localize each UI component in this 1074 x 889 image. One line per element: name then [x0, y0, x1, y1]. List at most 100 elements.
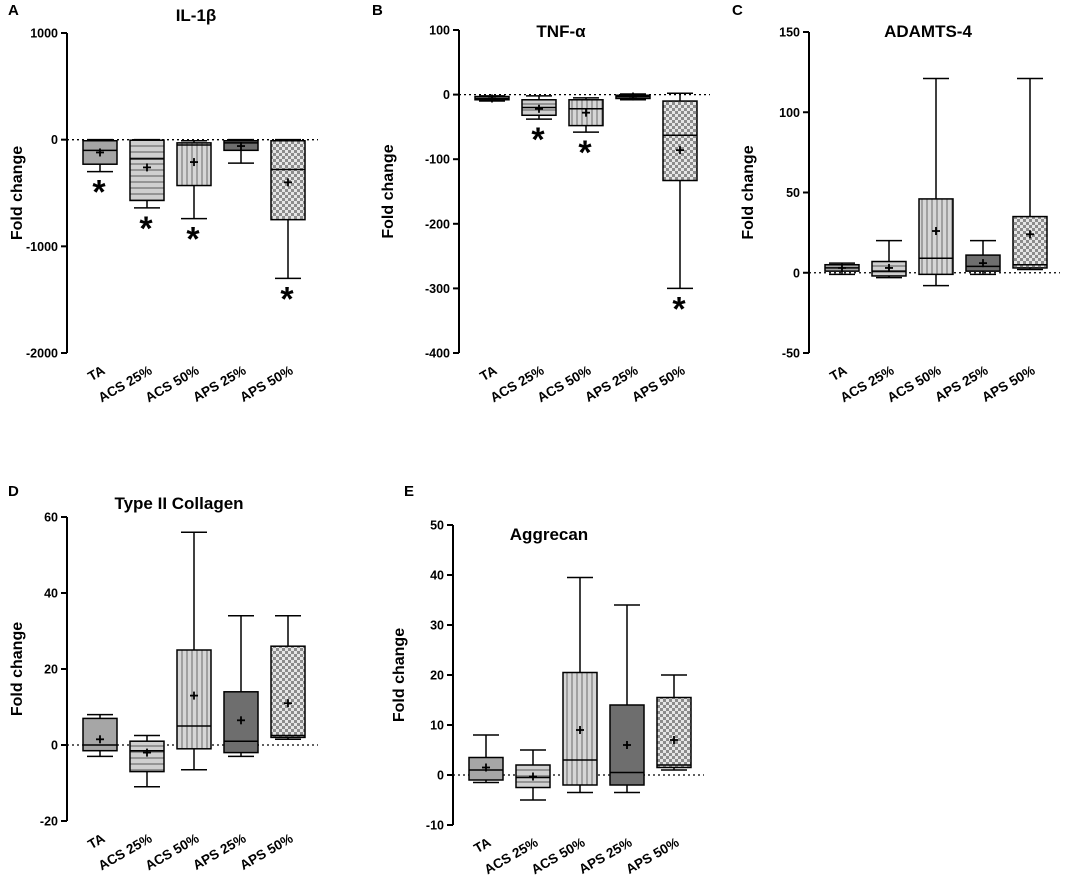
y-tick-label: 10: [430, 719, 444, 733]
mean-marker: [96, 735, 104, 744]
x-tick-label: TA: [85, 830, 107, 852]
mean-marker: [237, 142, 245, 151]
box-body: [918, 198, 954, 276]
y-tick-label: -10: [426, 819, 444, 833]
x-tick-label: TA: [477, 362, 499, 384]
y-tick-label: 0: [443, 88, 450, 102]
mean-marker: [237, 716, 245, 725]
mean-marker: [535, 104, 543, 113]
box-acs-25-: [871, 239, 907, 279]
x-tick-label: APS 25%: [576, 835, 634, 877]
significance-asterisk: *: [531, 121, 545, 159]
y-tick-label: 50: [430, 519, 444, 533]
x-tick-label: ACS 50%: [143, 363, 202, 406]
mean-marker: [190, 691, 198, 700]
mean-marker: [143, 748, 151, 757]
box-ta: [474, 94, 510, 103]
x-tick-label: APS 50%: [629, 363, 687, 405]
panel-d: D Type II Collagen Fold change 60 40 20 0 -20 TA…: [8, 483, 318, 873]
mean-marker: [582, 108, 590, 117]
mean-marker: [885, 263, 893, 272]
y-tick-label: 100: [429, 24, 450, 38]
y-tick-label: -300: [425, 282, 450, 296]
x-tick-label: APS 25%: [190, 831, 248, 873]
panel-a: A IL-1β Fold change 1000 0 -1000 -2000 * TA * ACS …: [8, 2, 318, 405]
chart-title: TNF-α: [536, 22, 586, 41]
significance-asterisk: *: [139, 210, 153, 248]
mean-marker: [284, 699, 292, 708]
y-axis-label: Fold change: [9, 622, 26, 716]
panel-letter: E: [404, 483, 414, 500]
y-tick-label: -2000: [26, 347, 58, 361]
y-axis-label: Fold change: [9, 146, 26, 240]
significance-asterisk: *: [92, 174, 106, 212]
mean-marker: [488, 94, 496, 103]
y-axis-label: Fold change: [740, 145, 757, 239]
box-aps-50-: [270, 615, 306, 741]
mean-marker: [1026, 230, 1034, 239]
box-aps-25-: [609, 604, 645, 794]
box-acs-50-: *: [176, 139, 212, 259]
x-tick-label: APS 50%: [979, 363, 1037, 405]
box-ta: [824, 262, 860, 276]
x-tick-label: ACS 50%: [529, 835, 588, 878]
y-tick-label: 40: [44, 587, 58, 601]
mean-marker: [529, 772, 537, 781]
y-tick-label: 0: [51, 739, 58, 753]
mean-marker: [576, 726, 584, 734]
y-tick-label: 0: [51, 133, 58, 147]
mean-marker: [979, 259, 987, 268]
box-acs-50-: [176, 531, 212, 771]
x-tick-label: ACS 50%: [143, 831, 202, 874]
y-tick-label: -1000: [26, 240, 58, 254]
box-acs-25-: [129, 734, 165, 788]
y-tick-label: 100: [779, 106, 800, 120]
y-tick-label: -50: [782, 347, 800, 361]
box-ta: *: [82, 138, 118, 212]
mean-marker: [838, 263, 846, 272]
box-aps-25-: [223, 615, 259, 758]
panel-letter: B: [372, 2, 383, 19]
box-body: [662, 100, 698, 182]
box-ta: [82, 713, 118, 758]
y-tick-label: 60: [44, 511, 58, 525]
panel-letter: D: [8, 483, 19, 500]
y-tick-label: -20: [40, 815, 58, 829]
chart-title: ADAMTS-4: [884, 22, 972, 41]
mean-marker: [670, 736, 678, 744]
y-tick-label: -400: [425, 347, 450, 361]
box-aps-25-: [223, 138, 259, 164]
mean-marker: [629, 92, 637, 101]
box-ta: [468, 734, 504, 784]
mean-marker: [143, 163, 151, 172]
box-aps-50-: [1012, 77, 1048, 271]
box-acs-25-: *: [129, 138, 165, 248]
box-aps-50-: *: [270, 138, 306, 318]
panel-e: E Aggrecan Fold change 50 40 30 20 10 0 -10 TA ACS …: [391, 483, 704, 877]
x-tick-label: TA: [471, 834, 493, 856]
box-acs-50-: *: [568, 97, 604, 172]
y-tick-label: -100: [425, 153, 450, 167]
y-tick-label: 150: [779, 26, 800, 40]
y-tick-label: 0: [437, 769, 444, 783]
mean-marker: [190, 158, 198, 167]
significance-asterisk: *: [578, 134, 592, 172]
mean-marker: [932, 227, 940, 236]
box-acs-50-: [562, 576, 598, 794]
x-tick-label: APS 25%: [582, 363, 640, 405]
y-tick-label: 50: [786, 186, 800, 200]
mean-marker: [676, 146, 684, 155]
panel-letter: C: [732, 2, 743, 19]
x-tick-label: TA: [827, 362, 849, 384]
mean-marker: [284, 178, 292, 187]
x-tick-label: ACS 50%: [885, 363, 944, 406]
x-tick-label: APS 50%: [623, 835, 681, 877]
y-tick-label: 20: [430, 669, 444, 683]
panel-letter: A: [8, 2, 19, 19]
chart-title: IL-1β: [176, 6, 217, 25]
box-body: [82, 717, 118, 752]
box-body: [270, 645, 306, 739]
box-aps-25-: [965, 239, 1001, 276]
x-tick-label: ACS 50%: [535, 363, 594, 406]
